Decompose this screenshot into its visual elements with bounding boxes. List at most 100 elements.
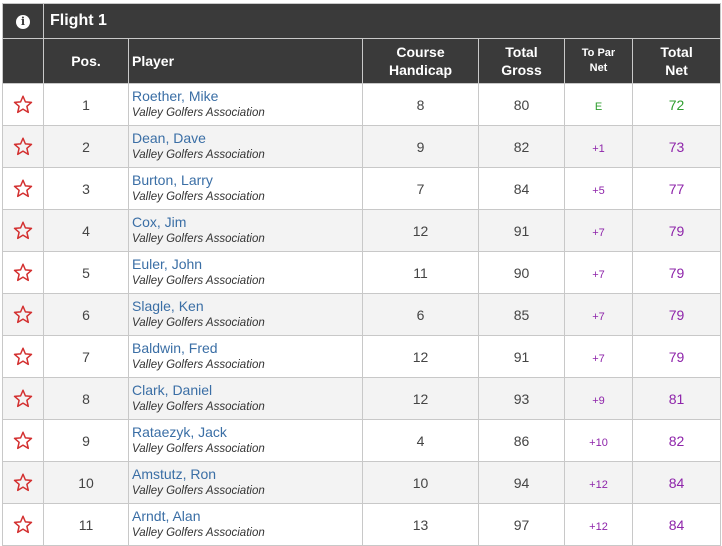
favorite-star-button[interactable]	[2, 419, 44, 462]
total-net-cell: 79	[631, 335, 722, 378]
total-net: 72	[668, 96, 685, 113]
table-row: 10 Amstutz, Ron Valley Golfers Associati…	[2, 461, 722, 504]
total-net-cell: 79	[631, 293, 722, 336]
favorite-star-button[interactable]	[2, 251, 44, 294]
header-net-line1: Total	[660, 44, 693, 60]
player-name-link[interactable]: Baldwin, Fred	[132, 340, 218, 356]
position: 2	[82, 138, 90, 155]
header-total-gross[interactable]: Total Gross	[478, 38, 565, 84]
favorite-star-button[interactable]	[2, 461, 44, 504]
position-cell: 5	[43, 251, 129, 294]
position: 10	[78, 474, 94, 491]
total-gross: 84	[513, 180, 530, 197]
header-topar-line2: Net	[589, 62, 608, 74]
position: 11	[78, 516, 94, 533]
favorite-star-button[interactable]	[2, 209, 44, 252]
to-par-net: +7	[592, 268, 605, 281]
player-cell: Slagle, Ken Valley Golfers Association	[128, 293, 363, 336]
course-handicap-cell: 11	[362, 251, 479, 294]
favorite-star-button[interactable]	[2, 167, 44, 210]
player-name-link[interactable]: Roether, Mike	[132, 88, 219, 104]
header-total-net[interactable]: Total Net	[631, 38, 722, 84]
to-par-net-cell: +9	[564, 377, 633, 420]
favorite-star-button[interactable]	[2, 335, 44, 378]
total-net: 79	[668, 222, 685, 239]
total-net: 84	[668, 516, 685, 533]
player-name-link[interactable]: Amstutz, Ron	[132, 466, 217, 482]
player-club: Valley Golfers Association	[132, 149, 265, 161]
header-pos[interactable]: Pos.	[43, 38, 129, 84]
favorite-star-button[interactable]	[2, 125, 44, 168]
total-net-cell: 84	[631, 461, 722, 504]
to-par-net: +7	[592, 310, 605, 323]
header-to-par-net[interactable]: To Par Net	[564, 38, 633, 84]
total-gross-cell: 90	[478, 251, 565, 294]
table-row: 5 Euler, John Valley Golfers Association…	[2, 251, 722, 294]
position-cell: 1	[43, 83, 129, 126]
total-gross-cell: 97	[478, 503, 565, 546]
player-name-link[interactable]: Slagle, Ken	[132, 298, 204, 314]
to-par-net: +7	[592, 226, 605, 239]
table-row: 9 Rataezyk, Jack Valley Golfers Associat…	[2, 419, 722, 462]
player-club: Valley Golfers Association	[132, 233, 265, 245]
course-handicap-cell: 8	[362, 83, 479, 126]
info-button[interactable]: i	[2, 3, 44, 39]
table-row: 11 Arndt, Alan Valley Golfers Associatio…	[2, 503, 722, 546]
total-net-cell: 73	[631, 125, 722, 168]
star-icon	[13, 95, 33, 114]
player-cell: Arndt, Alan Valley Golfers Association	[128, 503, 363, 546]
total-gross: 91	[513, 222, 530, 239]
to-par-net: +12	[589, 520, 608, 533]
position-cell: 6	[43, 293, 129, 336]
star-icon	[13, 263, 33, 282]
position-cell: 11	[43, 503, 129, 546]
star-icon	[13, 137, 33, 156]
position: 9	[82, 432, 90, 449]
total-net-cell: 79	[631, 209, 722, 252]
course-handicap: 12	[412, 390, 429, 407]
player-cell: Rataezyk, Jack Valley Golfers Associatio…	[128, 419, 363, 462]
total-net: 79	[668, 348, 685, 365]
star-icon	[13, 473, 33, 492]
favorite-star-button[interactable]	[2, 83, 44, 126]
total-gross: 91	[513, 348, 530, 365]
to-par-net: +1	[592, 142, 605, 155]
course-handicap: 12	[412, 348, 429, 365]
player-name-link[interactable]: Clark, Daniel	[132, 382, 213, 398]
total-gross: 80	[513, 96, 530, 113]
course-handicap-cell: 7	[362, 167, 479, 210]
total-net: 81	[668, 390, 685, 407]
player-name-link[interactable]: Cox, Jim	[132, 214, 187, 230]
player-name-link[interactable]: Arndt, Alan	[132, 508, 201, 524]
player-name-link[interactable]: Dean, Dave	[132, 130, 206, 146]
total-gross-cell: 94	[478, 461, 565, 504]
position: 8	[82, 390, 90, 407]
to-par-net-cell: +7	[564, 335, 633, 378]
course-handicap: 10	[412, 474, 429, 491]
course-handicap: 11	[413, 264, 428, 281]
course-handicap: 7	[416, 180, 425, 197]
position: 7	[82, 348, 90, 365]
header-gross-line2: Gross	[501, 62, 542, 78]
header-topar-line1: To Par	[581, 47, 616, 59]
to-par-net-cell: E	[564, 83, 633, 126]
player-cell: Roether, Mike Valley Golfers Association	[128, 83, 363, 126]
player-name-link[interactable]: Rataezyk, Jack	[132, 424, 227, 440]
total-net: 79	[668, 306, 685, 323]
total-gross-cell: 82	[478, 125, 565, 168]
header-player[interactable]: Player	[128, 38, 363, 84]
total-gross-cell: 91	[478, 335, 565, 378]
course-handicap: 13	[412, 516, 429, 533]
player-name-link[interactable]: Euler, John	[132, 256, 203, 272]
total-net-cell: 81	[631, 377, 722, 420]
header-course-handicap[interactable]: Course Handicap	[362, 38, 479, 84]
favorite-star-button[interactable]	[2, 377, 44, 420]
header-gross-line1: Total	[505, 44, 538, 60]
player-cell: Baldwin, Fred Valley Golfers Association	[128, 335, 363, 378]
total-gross-cell: 91	[478, 209, 565, 252]
player-club: Valley Golfers Association	[132, 443, 265, 455]
course-handicap: 12	[412, 222, 429, 239]
player-name-link[interactable]: Burton, Larry	[132, 172, 213, 188]
favorite-star-button[interactable]	[2, 503, 44, 546]
favorite-star-button[interactable]	[2, 293, 44, 336]
